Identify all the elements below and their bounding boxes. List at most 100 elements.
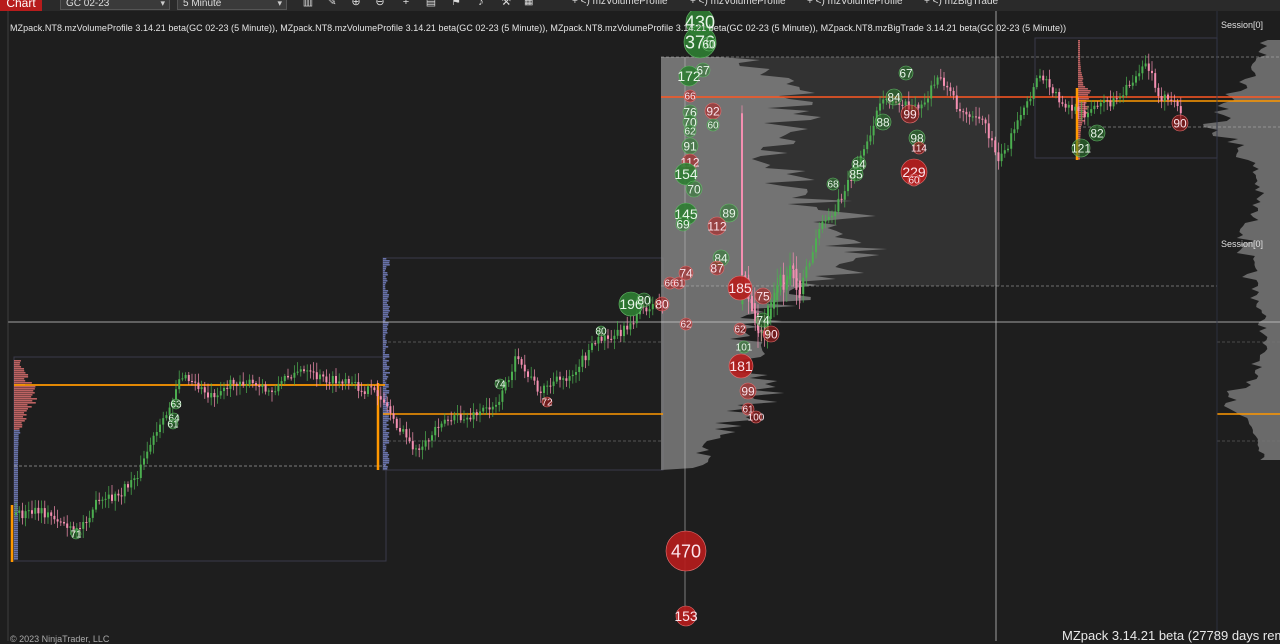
mini-profile-bar xyxy=(383,358,386,360)
candle-body xyxy=(101,499,104,501)
mini-profile-bar xyxy=(1078,158,1081,160)
indicators-menu[interactable]: ▦ xyxy=(524,0,533,8)
big-trade-bubble: 72 xyxy=(541,396,553,409)
mini-profile-bar xyxy=(383,420,389,422)
properties-icon[interactable]: ▤ xyxy=(425,0,437,8)
candle-body xyxy=(383,399,385,403)
mini-profile-bar xyxy=(383,464,387,466)
strategies-icon[interactable]: ♪ xyxy=(478,0,484,8)
candle-body xyxy=(229,379,232,389)
candle-body xyxy=(527,371,529,377)
indicator-item-3[interactable]: + <) mzVolumeProfile xyxy=(807,0,903,7)
candle-body xyxy=(232,379,235,384)
candle-body xyxy=(34,507,37,514)
mini-profile-bar xyxy=(383,268,386,270)
mini-profile-bar xyxy=(1078,50,1081,52)
candle-body xyxy=(936,77,939,85)
mini-profile-bar xyxy=(383,392,390,394)
mini-profile-bar xyxy=(14,486,19,488)
candle-body xyxy=(395,418,398,428)
mini-profile-bar xyxy=(14,460,19,462)
candle-body xyxy=(1064,103,1067,108)
candle-body xyxy=(971,116,974,118)
mini-profile-bar xyxy=(383,340,387,342)
bubble-circle xyxy=(70,528,82,540)
crosshair-icon[interactable]: + xyxy=(402,0,410,8)
big-trade-bubble: 75 xyxy=(754,287,772,305)
mini-profile-bar xyxy=(1078,54,1081,56)
mini-profile-bar xyxy=(383,336,386,338)
candle-body xyxy=(779,274,782,286)
mini-profile-bar xyxy=(383,398,387,400)
indicator-item-2[interactable]: + <) mzVolumeProfile xyxy=(690,0,786,7)
candle-body xyxy=(782,274,785,290)
candle-body xyxy=(40,508,43,514)
bubble-circle xyxy=(898,65,914,81)
mini-profile-bar xyxy=(14,530,18,532)
mini-profile-bar xyxy=(1078,80,1083,82)
mini-profile-bar xyxy=(1078,88,1088,90)
bubble-label: 114 xyxy=(911,144,927,155)
indicators-icon[interactable]: ⚒ xyxy=(501,0,511,8)
mini-profile-bar xyxy=(14,364,20,366)
mini-profile-bar xyxy=(383,462,390,464)
mini-profile-bar xyxy=(383,352,386,354)
bubble-label: 66 xyxy=(664,279,676,290)
candle-body xyxy=(1013,129,1016,134)
mini-profile-bar xyxy=(383,444,386,446)
mini-profile-bar xyxy=(383,386,389,388)
candle-body xyxy=(133,478,136,481)
candle-body xyxy=(879,103,881,111)
indicator-item-4[interactable]: + <) mzBigTrade xyxy=(924,0,999,7)
candle-body xyxy=(815,238,817,253)
chart-tab[interactable]: Chart xyxy=(0,0,42,11)
candle-body xyxy=(799,280,801,295)
mini-profile-bar xyxy=(14,360,21,362)
candle-body xyxy=(741,113,743,276)
big-trade-bubble: 185 xyxy=(727,275,753,301)
mini-profile-bar xyxy=(383,394,387,396)
candle-body xyxy=(1003,150,1006,154)
candle-body xyxy=(1099,102,1102,107)
chart-trader-icon[interactable]: ⚑ xyxy=(451,0,461,8)
zoom-out-icon[interactable]: ⊖ xyxy=(375,0,385,8)
bubble-label: 60 xyxy=(702,37,716,51)
big-trade-bubble: 98 xyxy=(908,129,926,147)
candle-body xyxy=(619,329,622,337)
bubble-circle xyxy=(683,124,697,138)
big-trade-bubble: 99 xyxy=(900,104,920,124)
bubble-circle xyxy=(762,325,780,343)
mini-profile-bar xyxy=(14,366,22,368)
candle-body xyxy=(773,292,776,303)
big-trade-bubble: 85 xyxy=(848,166,864,181)
bar-type-icon[interactable]: ▥ xyxy=(302,0,314,8)
candle-body xyxy=(427,440,430,442)
candle-body xyxy=(24,511,27,519)
candle-body xyxy=(770,302,773,306)
candle-body xyxy=(344,378,347,384)
mini-profile-bar xyxy=(14,540,18,542)
candle-body xyxy=(978,116,981,119)
draw-tool-icon[interactable]: ✎ xyxy=(327,0,337,8)
candle-body xyxy=(411,441,414,450)
mini-profile-bar xyxy=(383,308,389,310)
big-trade-bubble: 60 xyxy=(706,118,720,132)
big-trade-bubble: 74 xyxy=(494,378,506,391)
bubble-circle xyxy=(167,418,179,430)
price-chart-panel[interactable]: 7163646174728019680666180746247015343037… xyxy=(0,11,1280,641)
zoom-in-icon[interactable]: ⊕ xyxy=(351,0,361,8)
interval-selector[interactable]: 5 Minute ▾ xyxy=(177,0,287,10)
instrument-selector[interactable]: GC 02-23 ▾ xyxy=(60,0,170,10)
mini-profile-bar xyxy=(383,298,388,300)
mini-profile-bar xyxy=(1078,72,1082,74)
mini-profile-bar xyxy=(383,422,387,424)
bubble-circle xyxy=(170,398,182,410)
candle-body xyxy=(341,381,344,384)
candle-body xyxy=(175,389,177,400)
volume-profile-histogram xyxy=(661,57,888,470)
mini-profile-bar xyxy=(14,546,18,548)
mini-profile-bar xyxy=(1078,40,1081,42)
bubble-circle xyxy=(741,402,755,416)
mini-profile-bar xyxy=(14,450,19,452)
indicator-item-1[interactable]: + <) mzVolumeProfile xyxy=(572,0,668,7)
